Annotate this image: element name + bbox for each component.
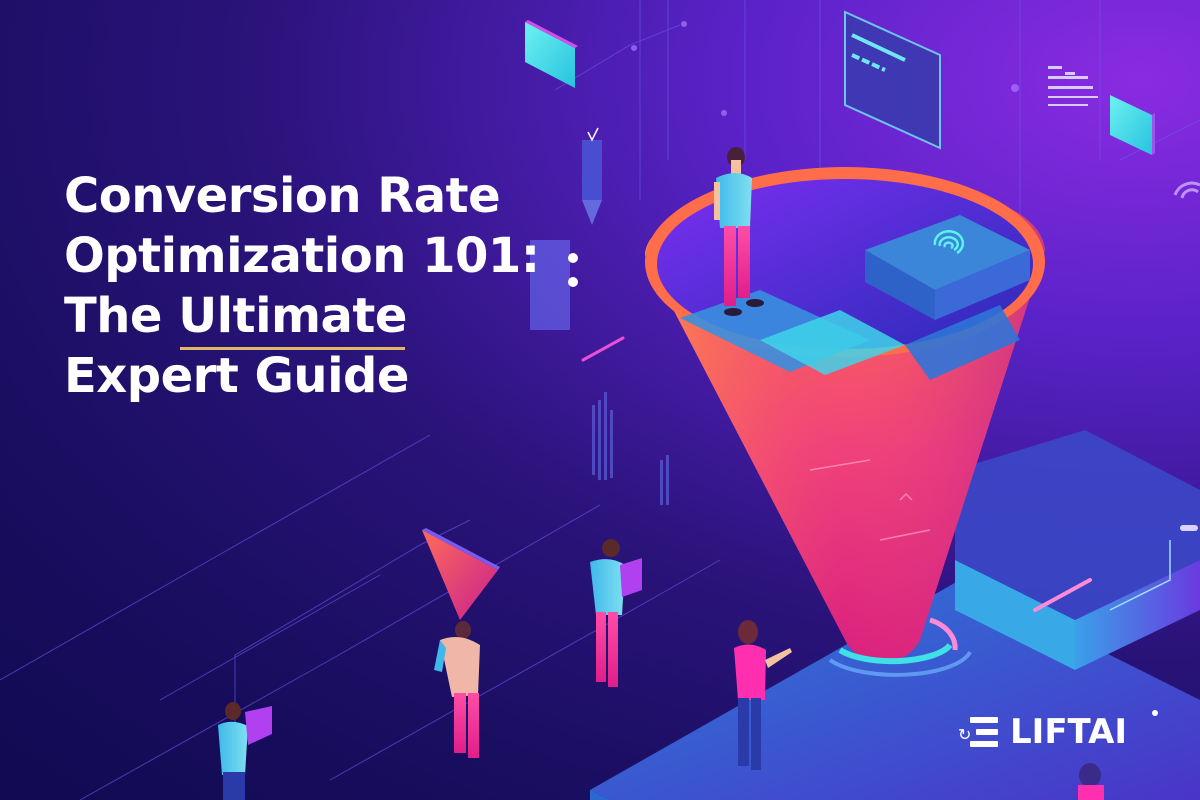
headline-line-1: Conversion Rate <box>64 168 501 224</box>
headline-line-2: Optimization 101: <box>64 228 540 284</box>
funnel <box>645 167 1045 677</box>
headline-line-3-prefix: The <box>64 288 179 344</box>
signal-icon <box>1173 181 1200 199</box>
lift-arrow-bars-icon: ↻ <box>958 715 998 749</box>
headline-line-4: Expert Guide <box>64 348 409 404</box>
data-panel <box>1048 66 1098 106</box>
floating-card-left <box>525 20 578 88</box>
person-on-funnel <box>714 147 764 316</box>
fingerprint-icon <box>933 229 965 255</box>
small-funnel <box>422 528 500 620</box>
headline: Conversion Rate Optimization 101: The Ul… <box>64 166 584 406</box>
woman-presenting <box>734 620 792 770</box>
vertical-device <box>582 127 602 225</box>
person-looking-up <box>434 621 480 758</box>
floating-card-right <box>1110 95 1155 155</box>
headline-line-3: The Ultimate <box>64 286 584 350</box>
person-with-laptop <box>590 539 642 687</box>
floating-screen <box>844 10 941 150</box>
brand-name: LIFTAI <box>1010 712 1128 752</box>
person-bottom-right <box>1078 763 1104 800</box>
brand-logo: ↻ LIFTAI <box>958 712 1127 752</box>
person-with-tablet <box>218 702 272 800</box>
headline-underlined-word: Ultimate <box>178 288 407 350</box>
